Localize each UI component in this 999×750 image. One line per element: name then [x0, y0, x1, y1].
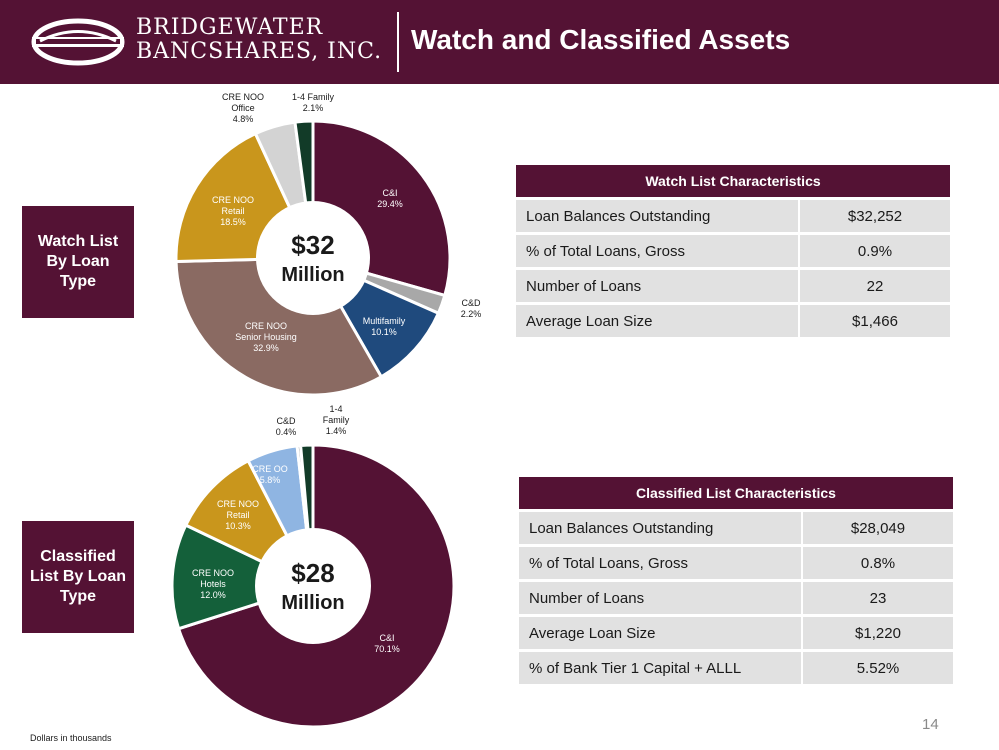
footnote: Dollars in thousands [30, 733, 112, 743]
pie-label-multifamily: Multifamily 10.1% [363, 316, 406, 337]
classified-list-pie-chart: $28 Million C&I 70.1% CRE NOO Hotels 12.0% CRE … [170, 404, 456, 729]
pie-label-cre-noo-senior-housing: CRE NOO Senior Housing 32.9% [235, 321, 297, 353]
company-name-line1: BRIDGEWATER [136, 15, 324, 40]
table-cell-label: Number of Loans [519, 582, 803, 614]
table-cell-label: % of Bank Tier 1 Capital + ALLL [519, 652, 803, 684]
table-cell-label: Loan Balances Outstanding [516, 200, 800, 232]
pie-center-hole [256, 201, 370, 315]
page-number: 14 [922, 716, 939, 733]
table-row: Loan Balances Outstanding $32,252 [516, 200, 950, 232]
classified-list-label-text: Classified List By Loan Type [29, 548, 126, 605]
pie-label-cre-noo-retail: CRE NOO Retail 10.3% [217, 499, 259, 531]
table-row: Average Loan Size $1,220 [519, 617, 953, 649]
pie-center-unit: Million [281, 264, 344, 286]
table-cell-value: 0.9% [800, 235, 950, 267]
pie-center-value: $28 [291, 558, 334, 588]
pie-slice-cre-noo-hotels [170, 523, 318, 631]
table-cell-value: $1,466 [800, 305, 950, 337]
table-cell-value: $28,049 [803, 512, 953, 544]
pie-label-candi: C&I 29.4% [377, 188, 403, 209]
pie-label-1-4-family: 1-4 Family 1.4% [323, 404, 350, 436]
pie-center-unit: Million [281, 592, 344, 614]
watch-list-label-text: Watch List By Loan Type [37, 233, 119, 290]
classified-list-table: Classified List Characteristics Loan Bal… [519, 474, 953, 687]
header-divider [397, 12, 399, 72]
pie-center-value: $32 [291, 230, 334, 260]
table-cell-label: Number of Loans [516, 270, 800, 302]
watch-table-title: Watch List Characteristics [516, 165, 950, 197]
pie-label-cre-noo-office: CRE NOO Office 4.8% [222, 92, 264, 124]
table-cell-label: % of Total Loans, Gross [519, 547, 803, 579]
pie-label-cre-noo-retail: CRE NOO Retail 18.5% [212, 195, 254, 227]
pie-center-hole [255, 528, 371, 644]
table-row: % of Bank Tier 1 Capital + ALLL 5.52% [519, 652, 953, 684]
page-title: Watch and Classified Assets [411, 24, 791, 55]
table-cell-value: $1,220 [803, 617, 953, 649]
table-cell-value: 0.8% [803, 547, 953, 579]
table-cell-label: % of Total Loans, Gross [516, 235, 800, 267]
table-row: Loan Balances Outstanding $28,049 [519, 512, 953, 544]
table-row: % of Total Loans, Gross 0.9% [516, 235, 950, 267]
table-cell-value: 22 [800, 270, 950, 302]
pie-label-candd: C&D 0.4% [276, 416, 297, 437]
watch-list-table: Watch List Characteristics Loan Balances… [516, 162, 950, 340]
watch-list-pie-chart: $32 Million C&I 29.4% C&D 2.2% Multifamily 10.1… [174, 92, 482, 397]
classified-table-title: Classified List Characteristics [519, 477, 953, 509]
pie-label-candd: C&D 2.2% [461, 298, 482, 319]
table-row: Number of Loans 23 [519, 582, 953, 614]
table-cell-value: 5.52% [803, 652, 953, 684]
table-cell-value: 23 [803, 582, 953, 614]
table-cell-label: Average Loan Size [519, 617, 803, 649]
pie-label-cre-noo-hotels: CRE NOO Hotels 12.0% [192, 568, 234, 600]
classified-list-label: Classified List By Loan Type [22, 521, 134, 633]
table-row: Number of Loans 22 [516, 270, 950, 302]
table-cell-value: $32,252 [800, 200, 950, 232]
table-row: % of Total Loans, Gross 0.8% [519, 547, 953, 579]
table-row: Average Loan Size $1,466 [516, 305, 950, 337]
header-bar: BRIDGEWATER BANCSHARES, INC. Watch and C… [0, 0, 999, 84]
table-cell-label: Loan Balances Outstanding [519, 512, 803, 544]
company-logo-text: BRIDGEWATER BANCSHARES, INC. [136, 16, 382, 64]
watch-list-label: Watch List By Loan Type [22, 206, 134, 318]
company-name-line2: BANCSHARES, INC. [136, 39, 383, 64]
bridge-logo-icon [31, 18, 125, 66]
table-cell-label: Average Loan Size [516, 305, 800, 337]
pie-label-candi: C&I 70.1% [374, 633, 400, 654]
pie-label-cre-oo: CRE OO 5.8% [252, 464, 288, 485]
pie-label-1-4-family: 1-4 Family 2.1% [292, 92, 335, 113]
